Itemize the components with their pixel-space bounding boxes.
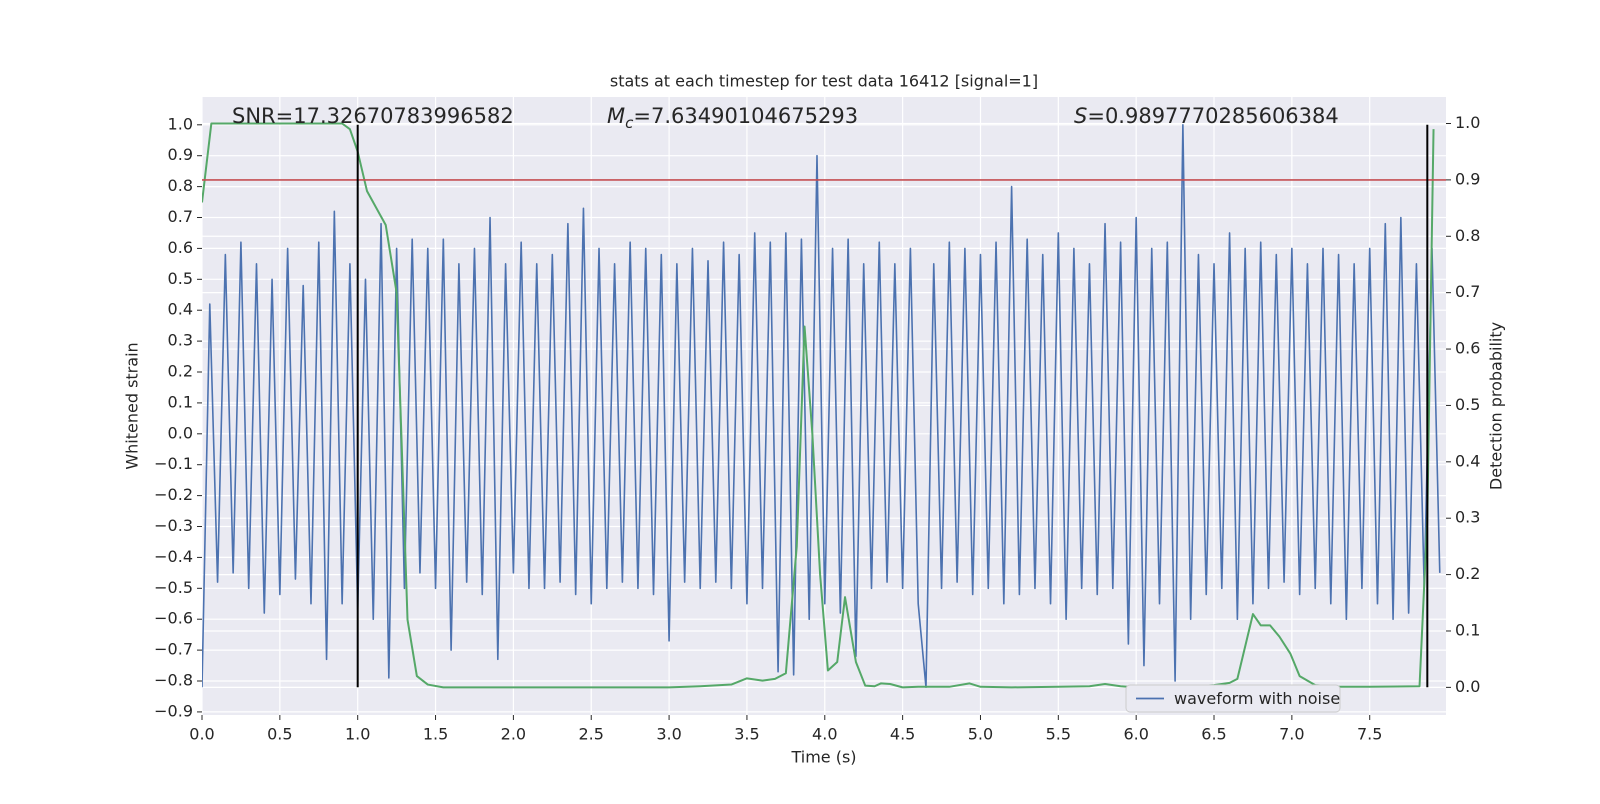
y-tick-label: −0.6 <box>154 609 193 628</box>
y2-tick-label: 0.9 <box>1455 169 1480 188</box>
x-tick-label: 5.5 <box>1046 725 1071 744</box>
y-tick-label: −0.3 <box>154 516 193 535</box>
annotation: SNR=17.32670783996582 <box>232 104 514 128</box>
x-tick-label: 3.5 <box>734 725 759 744</box>
legend-label: waveform with noise <box>1174 689 1340 708</box>
x-tick-label: 1.5 <box>423 725 448 744</box>
y2-tick-label: 0.3 <box>1455 508 1480 527</box>
y-tick-label: 0.7 <box>168 207 193 226</box>
x-tick-label: 6.0 <box>1123 725 1148 744</box>
x-tick-label: 0.5 <box>267 725 292 744</box>
x-tick-label: 3.0 <box>656 725 681 744</box>
x-tick-label: 1.0 <box>345 725 370 744</box>
annotation-subscript: c <box>625 114 634 132</box>
y2-tick-label: 0.2 <box>1455 564 1480 583</box>
marks <box>202 122 1446 689</box>
y-tick-label: 0.8 <box>168 176 193 195</box>
annotation-text: SNR=17.32670783996582 <box>232 104 514 128</box>
y2-axis-label: Detection probability <box>1487 322 1506 490</box>
x-tick-label: 7.0 <box>1279 725 1304 744</box>
annotation: S=0.9897770285606384 <box>1074 104 1339 128</box>
y2-tick-label: 0.1 <box>1455 620 1480 639</box>
annotation-text: =0.9897770285606384 <box>1087 104 1338 128</box>
x-tick-label: 4.5 <box>890 725 915 744</box>
y-tick-label: 0.5 <box>168 269 193 288</box>
y2-tick-label: 0.7 <box>1455 282 1480 301</box>
y-tick-label: −0.7 <box>154 640 193 659</box>
y-tick-label: 0.0 <box>168 423 193 442</box>
y-tick-label: 1.0 <box>168 114 193 133</box>
x-tick-label: 6.5 <box>1201 725 1226 744</box>
x-tick-label: 4.0 <box>812 725 837 744</box>
y2-tick-label: 0.6 <box>1455 339 1480 358</box>
x-tick-label: 5.0 <box>968 725 993 744</box>
y2-tick-label: 0.5 <box>1455 395 1480 414</box>
y-tick-label: −0.5 <box>154 578 193 597</box>
y-tick-label: −0.8 <box>154 671 193 690</box>
y-tick-label: 0.2 <box>168 362 193 381</box>
y-tick-label: −0.2 <box>154 485 193 504</box>
x-axis-label: Time (s) <box>790 748 856 767</box>
x-tick-label: 7.5 <box>1357 725 1382 744</box>
y-tick-label: 0.3 <box>168 331 193 350</box>
legend-box <box>1125 684 1341 713</box>
y-tick-label: 0.1 <box>168 392 193 411</box>
y2-tick-label: 0.4 <box>1455 451 1480 470</box>
y2-tick-label: 0.8 <box>1455 226 1480 245</box>
x-tick-label: 2.5 <box>579 725 604 744</box>
y2-tick-label: 0.0 <box>1455 677 1480 696</box>
annotation: Mc=7.63490104675293 <box>607 104 858 132</box>
labels: 0.0 0.5 1.0 1.5 2.0 2.5 3.0 3.5 4.0 4.5 5.0 5.5 6.0 6… <box>154 104 1480 744</box>
y-axis-label: Whitened strain <box>123 342 142 469</box>
x-tick-label: 2.0 <box>501 725 526 744</box>
annotation-symbol: M <box>607 104 625 128</box>
y-tick-label: 0.4 <box>168 300 193 319</box>
series-line <box>202 124 1441 688</box>
y2-tick-label: 1.0 <box>1455 113 1480 132</box>
y-tick-label: −0.1 <box>154 454 193 473</box>
annotation-symbol: S <box>1074 104 1087 128</box>
y-tick-label: −0.9 <box>154 701 193 720</box>
series-line <box>202 122 1435 689</box>
annotation-text: =7.63490104675293 <box>633 104 858 128</box>
y-tick-label: 0.6 <box>168 238 193 257</box>
chart-title: stats at each timestep for test data 164… <box>610 72 1038 91</box>
y-tick-label: 0.9 <box>168 145 193 164</box>
y-tick-label: −0.4 <box>154 547 193 566</box>
x-tick-label: 0.0 <box>189 725 214 744</box>
